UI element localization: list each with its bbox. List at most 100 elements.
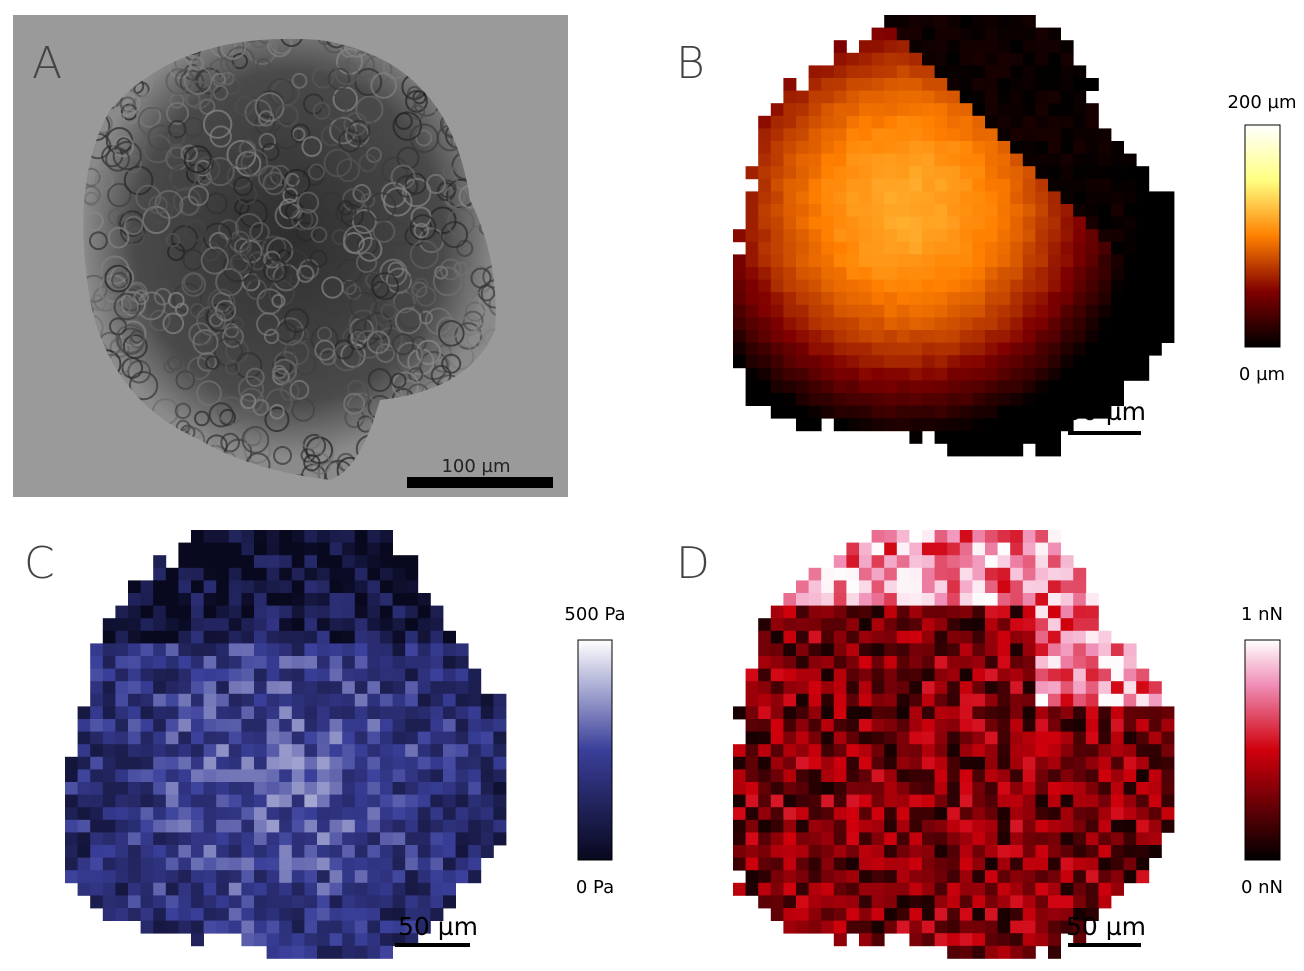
pixel [884,732,897,745]
pixel [1149,782,1162,795]
pixel [922,706,935,719]
pixel [834,845,847,858]
pixel [355,795,368,808]
pixel [809,166,822,179]
pixel [998,78,1011,91]
pixel [191,870,204,883]
pixel [821,795,834,808]
pixel [254,820,267,833]
pixel [418,606,431,619]
pixel [922,393,935,406]
pixel [960,908,973,921]
pixel [960,580,973,593]
pixel [884,154,897,167]
pixel [1098,280,1111,293]
pixel [834,217,847,230]
pixel [393,744,406,757]
pixel [922,883,935,896]
pixel [746,883,759,896]
pixel [1073,154,1086,167]
pixel [90,681,103,694]
pixel [241,568,254,581]
pixel [1048,204,1061,217]
pixel [254,782,267,795]
pixel [998,229,1011,242]
pixel [1086,343,1099,356]
pixel [1061,832,1074,845]
pixel [1149,706,1162,719]
pixel [1010,141,1023,154]
pixel [985,568,998,581]
pixel [746,229,759,242]
pixel [771,355,784,368]
pixel [304,832,317,845]
pixel [493,769,506,782]
pixel [859,393,872,406]
pixel [330,530,343,543]
pixel [998,845,1011,858]
pixel [1136,732,1149,745]
pixel [947,669,960,682]
pixel [153,870,166,883]
pixel [897,78,910,91]
pixel [1023,921,1036,934]
pixel [103,656,116,669]
pixel [267,883,280,896]
pixel [1048,820,1061,833]
pixel [998,65,1011,78]
pixel [872,217,885,230]
pixel [90,832,103,845]
pixel [821,368,834,381]
pixel [468,782,481,795]
pixel [771,643,784,656]
pixel [1010,355,1023,368]
pixel [985,65,998,78]
scale-bar-label: 100 µm [441,456,510,477]
pixel [216,832,229,845]
pixel [897,631,910,644]
pixel [279,908,292,921]
pixel [166,593,179,606]
pixel [859,204,872,217]
pixel [1023,555,1036,568]
pixel [65,832,78,845]
pixel [380,618,393,631]
pixel [821,330,834,343]
pixel [872,78,885,91]
pixel [985,40,998,53]
pixel [834,694,847,707]
pixel [972,393,985,406]
pixel [935,280,948,293]
pixel [178,782,191,795]
pixel [960,292,973,305]
pixel [1161,795,1174,808]
pixel [796,179,809,192]
pixel [922,656,935,669]
pixel [166,807,179,820]
pixel [153,732,166,745]
pixel [909,330,922,343]
pixel [1010,443,1023,456]
pixel [1023,431,1036,444]
pixel [884,267,897,280]
pixel [1048,191,1061,204]
pixel [985,91,998,104]
pixel [771,744,784,757]
pixel [292,757,305,770]
pixel [960,606,973,619]
pixel [1124,694,1137,707]
pixel [90,807,103,820]
pixel [998,292,1011,305]
pixel [771,267,784,280]
pixel [809,782,822,795]
pixel [783,681,796,694]
pixel [1023,694,1036,707]
pixel [809,179,822,192]
pixel [367,555,380,568]
pixel [859,418,872,431]
pixel [1035,757,1048,770]
pixel [141,858,154,871]
pixel [1048,933,1061,946]
pixel [1010,166,1023,179]
pixel [115,795,128,808]
